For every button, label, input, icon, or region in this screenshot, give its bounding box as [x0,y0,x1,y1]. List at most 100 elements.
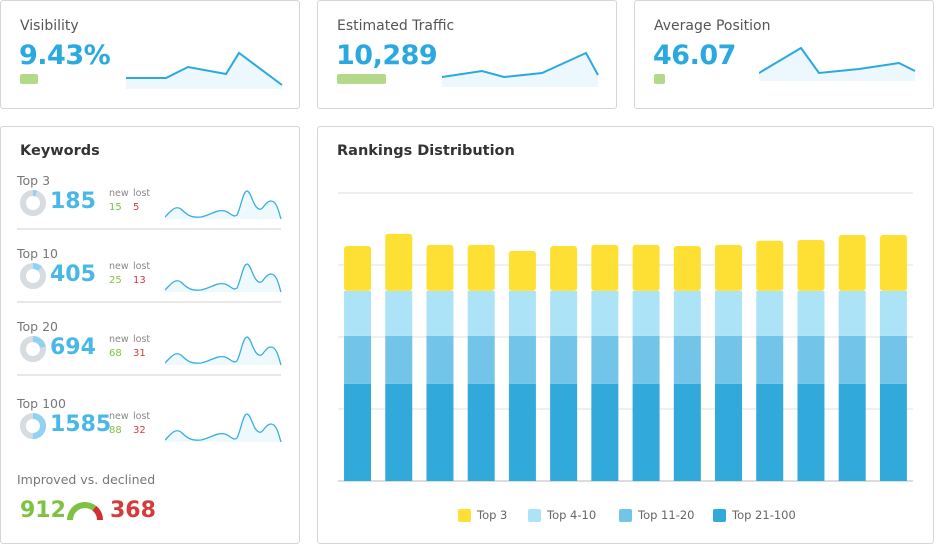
metric-change-bar [20,74,38,84]
bar-segment-top-11-20[interactable] [838,335,866,384]
bar-segment-top-4-10[interactable] [797,290,825,336]
bar-segment-top-4-10[interactable] [508,290,536,336]
new-count: 68 [109,348,122,359]
bar-segment-top-21-100[interactable] [632,383,660,481]
bar-segment-top-11-20[interactable] [673,335,701,384]
bar-segment-top-21-100[interactable] [756,383,784,481]
bar-segment-top-3[interactable] [632,244,660,291]
bar-segment-top-4-10[interactable] [467,290,495,336]
lost-count: 13 [133,275,146,286]
bar-segment-top-3[interactable] [467,244,495,291]
declined-value: 368 [110,498,156,523]
legend-item[interactable]: Top 21-100 [713,508,796,522]
keyword-sparkline [165,263,282,293]
bar-segment-top-11-20[interactable] [344,335,372,384]
new-label: new [109,334,129,345]
bar-segment-top-21-100[interactable] [467,383,495,481]
bar-segment-top-3[interactable] [508,250,536,291]
bar-segment-top-4-10[interactable] [715,290,743,336]
metric-value: 9.43% [19,40,111,71]
bar-segment-top-4-10[interactable] [632,290,660,336]
legend-swatch [713,508,726,522]
bar-segment-top-11-20[interactable] [756,335,784,384]
bar-segment-top-3[interactable] [426,244,454,291]
bar-segment-top-4-10[interactable] [838,290,866,336]
lost-count: 5 [133,202,140,213]
bar-segment-top-4-10[interactable] [344,290,372,336]
share-donut-icon [20,336,46,362]
bar-segment-top-11-20[interactable] [715,335,743,384]
lost-count: 31 [133,348,146,359]
new-label: new [109,188,129,199]
bar-segment-top-21-100[interactable] [591,383,619,481]
bar-segment-top-11-20[interactable] [467,335,495,384]
bar-segment-top-21-100[interactable] [426,383,454,481]
bar-segment-top-11-20[interactable] [879,335,907,384]
keyword-row: Top 10 405 new lost 25 13 [17,246,282,316]
bar-segment-top-21-100[interactable] [344,383,372,481]
bar-segment-top-21-100[interactable] [715,383,743,481]
bar-segment-top-4-10[interactable] [385,290,413,336]
bar-segment-top-11-20[interactable] [426,335,454,384]
legend-item[interactable]: Top 4-10 [528,508,596,522]
keyword-row: Top 20 694 new lost 68 31 [17,319,282,389]
row-divider [17,228,281,230]
bar-segment-top-3[interactable] [797,239,825,291]
bar-segment-top-4-10[interactable] [591,290,619,336]
metric-sparkline [126,51,283,89]
bar-segment-top-11-20[interactable] [385,335,413,384]
rankings-card: Rankings Distribution [317,126,934,544]
metric-label: Average Position [654,18,771,34]
legend-swatch [528,508,541,522]
bar-segment-top-21-100[interactable] [385,383,413,481]
bar-segment-top-3[interactable] [550,245,578,291]
lost-label: lost [133,411,151,422]
traffic-card: Estimated Traffic 10,289 [317,0,617,109]
bar-segment-top-21-100[interactable] [673,383,701,481]
bar-segment-top-4-10[interactable] [673,290,701,336]
bar-segment-top-3[interactable] [838,235,866,291]
legend-item[interactable]: Top 3 [458,508,507,522]
lost-count: 32 [133,425,146,436]
bar-segment-top-3[interactable] [673,245,701,291]
bar-segment-top-11-20[interactable] [550,335,578,384]
new-count: 88 [109,425,122,436]
bar-segment-top-3[interactable] [715,244,743,291]
bar-segment-top-21-100[interactable] [508,383,536,481]
metric-change-bar [654,74,665,84]
legend-swatch [458,508,471,522]
bar-segment-top-4-10[interactable] [756,290,784,336]
improved-value: 912 [20,498,66,523]
bar-segment-top-21-100[interactable] [838,383,866,481]
bar-segment-top-21-100[interactable] [797,383,825,481]
keyword-count: 405 [50,262,96,287]
metric-sparkline [442,51,599,87]
new-count: 25 [109,275,122,286]
bar-segment-top-3[interactable] [591,244,619,291]
bar-segment-top-3[interactable] [879,235,907,291]
bar-segment-top-11-20[interactable] [632,335,660,384]
bar-segment-top-11-20[interactable] [797,335,825,384]
keyword-sparkline [165,336,282,366]
keyword-count: 1585 [50,412,112,437]
bar-segment-top-11-20[interactable] [508,335,536,384]
bar-segment-top-4-10[interactable] [879,290,907,336]
bar-segment-top-4-10[interactable] [426,290,454,336]
keyword-count: 694 [50,335,96,360]
bar-segment-top-11-20[interactable] [591,335,619,384]
lost-label: lost [133,188,151,199]
keyword-row-label: Top 3 [17,173,51,188]
bar-segment-top-21-100[interactable] [550,383,578,481]
legend-item[interactable]: Top 11-20 [619,508,694,522]
metric-value: 10,289 [336,40,438,71]
new-count: 15 [109,202,122,213]
keyword-row: Top 3 185 new lost 15 5 [17,173,282,243]
bar-segment-top-21-100[interactable] [879,383,907,481]
share-donut-icon [20,190,46,216]
bar-segment-top-3[interactable] [344,245,372,291]
bar-segment-top-4-10[interactable] [550,290,578,336]
bar-segment-top-3[interactable] [756,240,784,291]
bar-segment-top-3[interactable] [385,233,413,291]
row-divider [17,374,281,376]
